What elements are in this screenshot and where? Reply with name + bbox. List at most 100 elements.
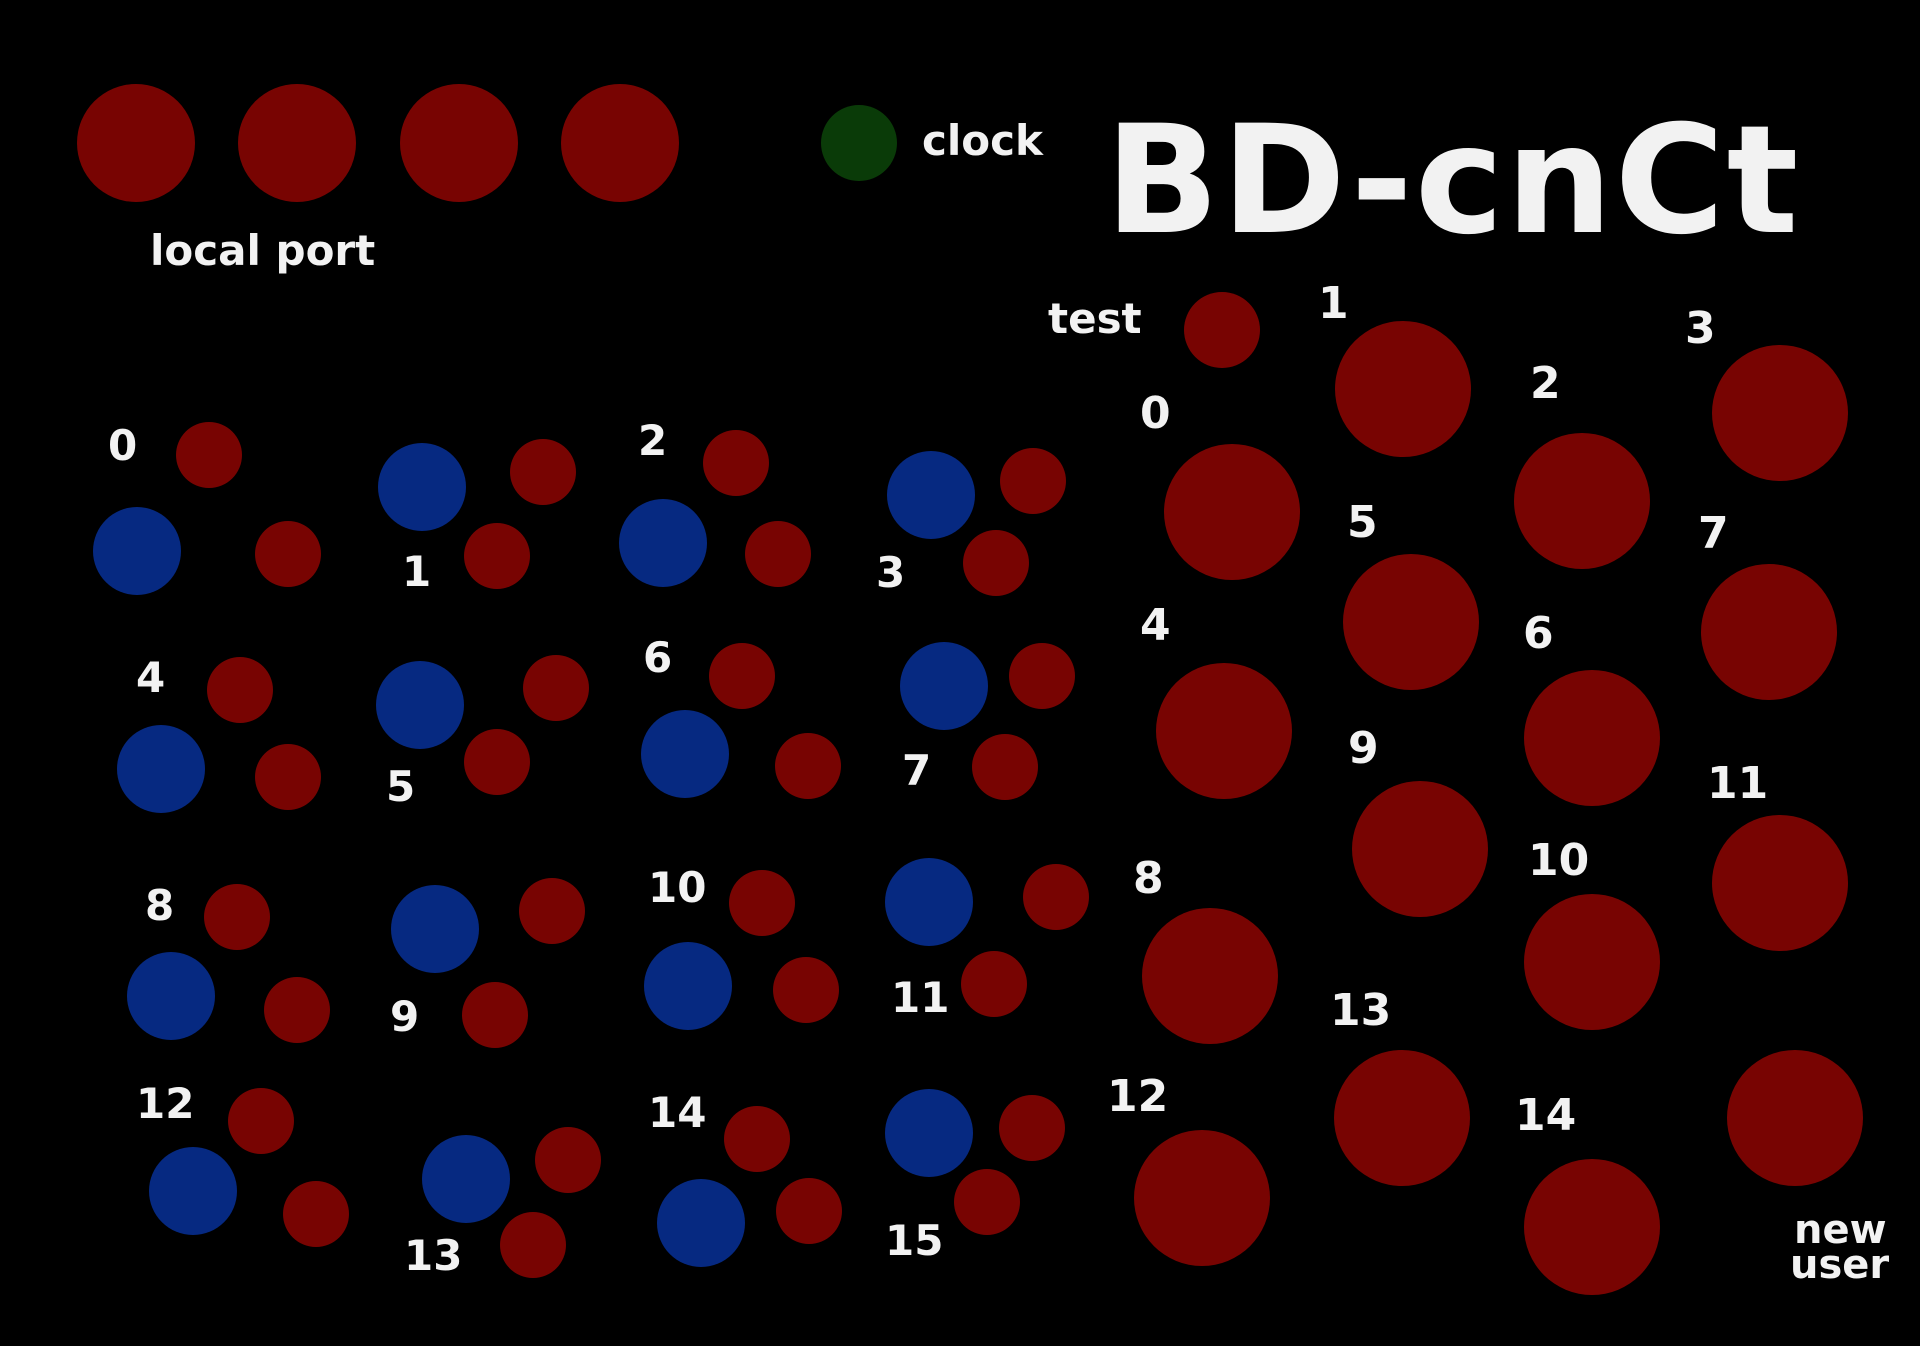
- channel-label: 14: [648, 1088, 706, 1137]
- button-4: 4: [1140, 600, 1292, 799]
- big-button[interactable]: [1334, 1050, 1470, 1186]
- channel-label: 7: [902, 746, 931, 795]
- channel-label: 12: [136, 1079, 194, 1128]
- channel-red-led-a[interactable]: [709, 643, 775, 709]
- button-label: 6: [1523, 608, 1554, 659]
- channel-red-led-b[interactable]: [264, 977, 330, 1043]
- channel-blue-led[interactable]: [900, 642, 988, 730]
- channel-red-led-b[interactable]: [462, 982, 528, 1048]
- button-label: 12: [1107, 1071, 1168, 1122]
- big-button[interactable]: [1514, 433, 1650, 569]
- channel-11: 11: [885, 858, 1089, 1022]
- channel-red-led-a[interactable]: [724, 1106, 790, 1172]
- channel-blue-led[interactable]: [887, 451, 975, 539]
- channel-red-led-b[interactable]: [255, 521, 321, 587]
- channel-label: 10: [648, 863, 706, 912]
- button-label: 14: [1515, 1090, 1576, 1141]
- new-user-label-line1[interactable]: new: [1794, 1207, 1887, 1253]
- big-button[interactable]: [1134, 1130, 1270, 1266]
- channel-red-led-a[interactable]: [228, 1088, 294, 1154]
- button-label: 5: [1347, 497, 1378, 548]
- channel-red-led-b[interactable]: [500, 1212, 566, 1278]
- channel-red-led-a[interactable]: [703, 430, 769, 496]
- channel-red-led-b[interactable]: [954, 1169, 1020, 1235]
- big-button[interactable]: [1524, 670, 1660, 806]
- port-led-2: [400, 84, 518, 202]
- big-button[interactable]: [1343, 554, 1479, 690]
- channel-blue-led[interactable]: [644, 942, 732, 1030]
- big-button[interactable]: [1712, 815, 1848, 951]
- button-label: 4: [1140, 600, 1171, 651]
- channel-blue-led[interactable]: [391, 885, 479, 973]
- port-led-1: [238, 84, 356, 202]
- channel-red-led-b[interactable]: [963, 530, 1029, 596]
- channel-label: 3: [876, 548, 905, 597]
- big-button[interactable]: [1156, 663, 1292, 799]
- channel-red-led-b[interactable]: [961, 951, 1027, 1017]
- big-button[interactable]: [1524, 894, 1660, 1030]
- button-label: 10: [1528, 835, 1589, 886]
- new-user-label-line2[interactable]: user: [1790, 1242, 1889, 1288]
- channel-8: 8: [127, 881, 330, 1043]
- channel-blue-led[interactable]: [149, 1147, 237, 1235]
- channel-red-led-a[interactable]: [176, 422, 242, 488]
- channel-red-led-b[interactable]: [773, 957, 839, 1023]
- channel-label: 13: [404, 1231, 462, 1280]
- channel-red-led-b[interactable]: [255, 744, 321, 810]
- channel-red-led-b[interactable]: [464, 523, 530, 589]
- channel-red-led-a[interactable]: [1000, 448, 1066, 514]
- button-11: 11: [1707, 758, 1848, 951]
- button-label: 13: [1330, 985, 1391, 1036]
- channel-red-led-b[interactable]: [745, 521, 811, 587]
- button-1: 1: [1318, 278, 1471, 457]
- channel-blue-led[interactable]: [422, 1135, 510, 1223]
- channel-blue-led[interactable]: [619, 499, 707, 587]
- channel-red-led-b[interactable]: [776, 1178, 842, 1244]
- big-button[interactable]: [1352, 781, 1488, 917]
- button-2: 2: [1514, 358, 1650, 569]
- channel-red-led-a[interactable]: [1009, 643, 1075, 709]
- new-user-button[interactable]: [1727, 1050, 1863, 1186]
- channel-red-led-a[interactable]: [519, 878, 585, 944]
- channel-blue-led[interactable]: [117, 725, 205, 813]
- button-label: 11: [1707, 758, 1768, 809]
- channel-red-led-a[interactable]: [999, 1095, 1065, 1161]
- channel-10: 10: [644, 863, 839, 1030]
- big-button[interactable]: [1142, 908, 1278, 1044]
- channel-blue-led[interactable]: [885, 1089, 973, 1177]
- channel-7: 7: [900, 642, 1075, 800]
- channel-red-led-a[interactable]: [207, 657, 273, 723]
- channel-red-led-b[interactable]: [972, 734, 1038, 800]
- channel-blue-led[interactable]: [885, 858, 973, 946]
- big-button[interactable]: [1524, 1159, 1660, 1295]
- button-0: 0: [1140, 388, 1300, 580]
- local-port-label: local port: [150, 226, 375, 275]
- big-button[interactable]: [1335, 321, 1471, 457]
- channel-red-led-b[interactable]: [283, 1181, 349, 1247]
- port-led-0: [77, 84, 195, 202]
- channel-label: 5: [386, 762, 415, 811]
- channel-red-led-a[interactable]: [523, 655, 589, 721]
- channel-red-led-a[interactable]: [729, 870, 795, 936]
- big-button[interactable]: [1712, 345, 1848, 481]
- channel-red-led-a[interactable]: [204, 884, 270, 950]
- channel-red-led-a[interactable]: [535, 1127, 601, 1193]
- channel-red-led-a[interactable]: [510, 439, 576, 505]
- button-9: 9: [1348, 723, 1488, 917]
- channel-blue-led[interactable]: [657, 1179, 745, 1267]
- channel-blue-led[interactable]: [93, 507, 181, 595]
- test-label: test: [1048, 294, 1142, 343]
- channel-red-led-b[interactable]: [775, 733, 841, 799]
- test-button[interactable]: [1184, 292, 1260, 368]
- channel-blue-led[interactable]: [127, 952, 215, 1040]
- big-button[interactable]: [1701, 564, 1837, 700]
- channel-red-led-a[interactable]: [1023, 864, 1089, 930]
- channel-blue-led[interactable]: [641, 710, 729, 798]
- button-14: 14: [1515, 1090, 1660, 1295]
- button-3: 3: [1685, 303, 1848, 481]
- channel-red-led-b[interactable]: [464, 729, 530, 795]
- big-button[interactable]: [1164, 444, 1300, 580]
- channel-blue-led[interactable]: [376, 661, 464, 749]
- channel-blue-led[interactable]: [378, 443, 466, 531]
